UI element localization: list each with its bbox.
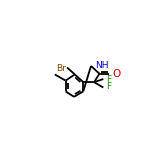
Text: F: F: [106, 82, 112, 91]
Text: Br: Br: [57, 64, 66, 73]
Text: F: F: [106, 75, 112, 84]
Text: NH: NH: [95, 61, 108, 70]
Text: O: O: [112, 69, 121, 79]
